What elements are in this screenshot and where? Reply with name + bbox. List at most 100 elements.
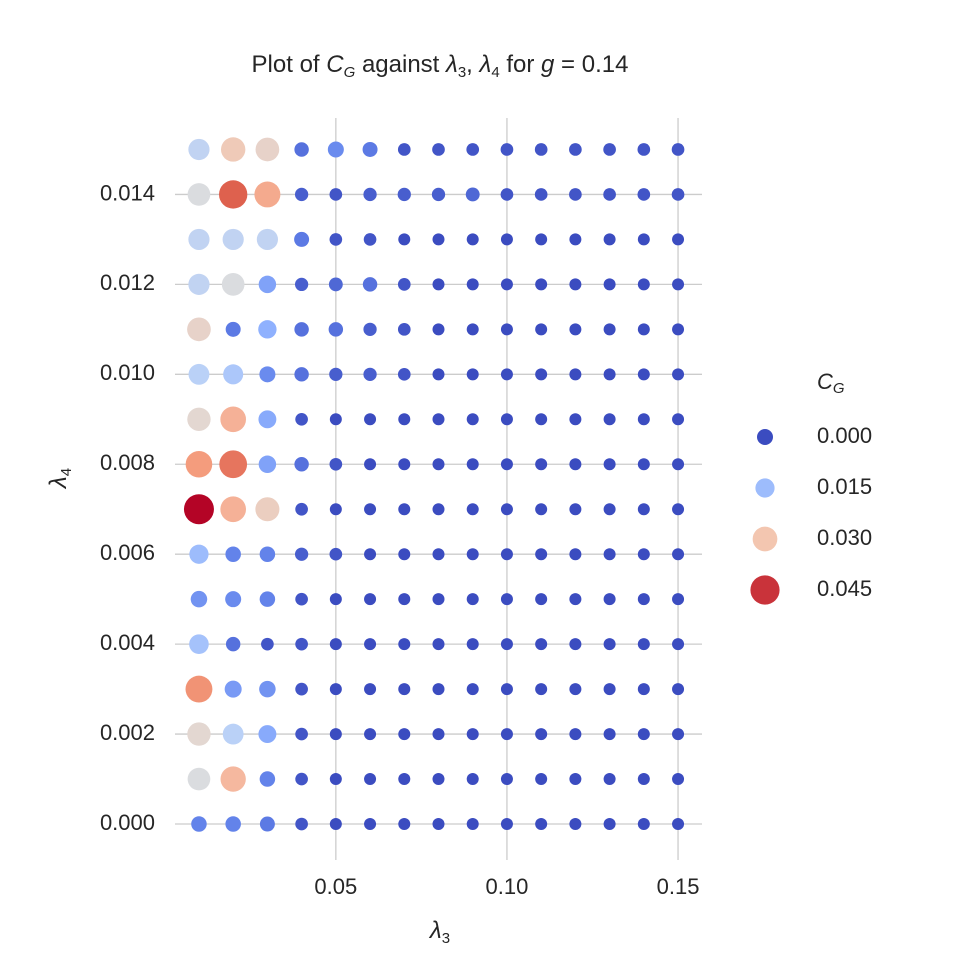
legend-label: 0.045 [817,576,872,601]
point [535,278,548,291]
point [328,322,344,337]
y-tick-label: 0.014 [100,180,155,205]
point [364,683,377,696]
point [364,458,377,471]
point [432,413,445,426]
title-part: 3 [458,64,466,81]
point [466,593,479,606]
point [295,682,308,696]
point [637,503,650,516]
point [221,273,245,296]
point [500,728,513,741]
point [188,138,210,161]
point [535,323,548,336]
point [603,548,616,561]
point [432,278,445,291]
point [466,413,479,426]
point [603,818,616,831]
point [295,592,308,606]
point [398,413,411,426]
point [329,188,343,201]
grid [175,118,702,860]
point [466,368,479,381]
point [255,497,280,522]
point [500,233,513,246]
point [637,593,650,606]
label-part: λ [45,476,72,490]
label-part: 3 [442,930,450,947]
point [466,683,479,696]
point [603,683,616,696]
point [466,818,479,831]
point [603,323,616,336]
point [187,767,211,791]
point [363,367,377,381]
point [603,278,616,291]
point [671,188,685,201]
point [329,547,343,561]
title-part: 4 [491,64,499,81]
point [603,728,616,741]
legend-title-part: G [833,380,845,397]
point [255,137,280,162]
point [569,323,582,336]
point [258,275,277,294]
point [294,367,309,382]
point [569,818,582,831]
y-axis-label: λ4 [45,468,75,490]
point [258,410,277,429]
point [223,364,244,385]
point [534,143,548,156]
point [603,143,616,156]
y-tick-label: 0.008 [100,450,155,475]
point [637,413,650,426]
point [363,322,377,336]
point [295,817,308,831]
title-part: G [344,64,356,81]
point [397,323,411,336]
point [466,143,480,156]
point [187,183,211,206]
point [671,143,685,156]
point [637,143,651,156]
point [500,143,514,156]
point [672,773,685,786]
point [500,683,513,696]
point [329,683,342,696]
point [535,728,548,741]
label-part: λ [428,917,442,944]
point [225,546,241,562]
point [432,233,445,246]
point [397,187,411,202]
legend-marker [752,526,778,552]
point [294,547,309,561]
point [535,503,548,516]
point [569,233,582,246]
point [219,450,248,479]
point [295,727,308,741]
x-tick-label: 0.05 [314,874,357,899]
point [569,458,582,471]
point [672,368,685,381]
point [225,636,241,652]
point [256,228,278,251]
point [603,413,616,426]
point [569,278,582,291]
y-tick-label: 0.010 [100,360,155,385]
point [603,773,616,786]
point [535,683,548,696]
point [672,278,685,291]
title-part: for [500,51,541,78]
point [220,496,247,523]
point [329,413,342,426]
point [398,818,411,831]
point [569,593,582,606]
point [327,141,344,158]
point [672,683,685,696]
point [535,233,548,246]
point [397,278,411,291]
legend-marker [750,575,780,605]
point [364,728,377,741]
point [364,818,377,831]
point [362,277,378,292]
